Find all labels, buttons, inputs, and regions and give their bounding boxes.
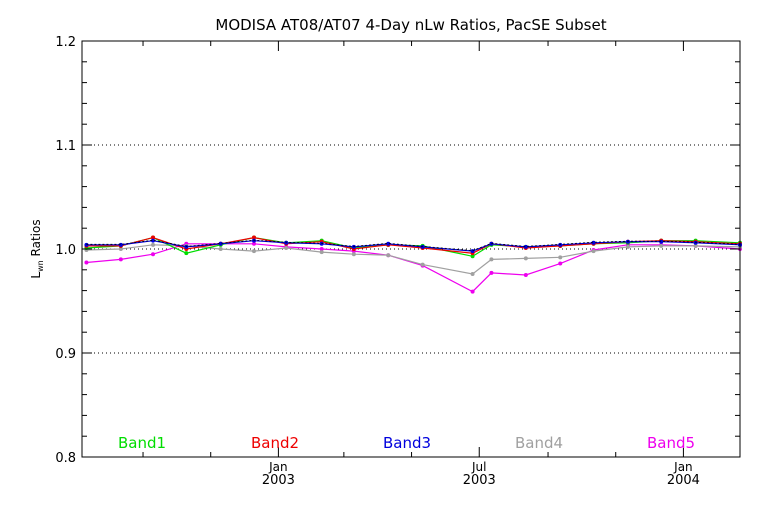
legend-entry-band5: Band5 [647, 434, 695, 452]
data-point-band2 [251, 235, 256, 240]
reference-trace [86, 239, 741, 252]
legend-entry-band2: Band2 [251, 434, 299, 452]
data-point-band4 [625, 244, 630, 249]
x-tick-label-month: Jan [268, 460, 288, 474]
data-point-band4 [470, 271, 475, 276]
data-point-band5 [118, 257, 123, 262]
data-point-band3 [351, 244, 356, 249]
y-axis-label-subscript: wn [36, 260, 45, 272]
data-point-band4 [284, 245, 289, 250]
grid-lines [82, 144, 740, 354]
data-point-band5 [489, 270, 494, 275]
y-tick-label: 1.2 [55, 35, 76, 50]
y-axis-label-main: L [29, 272, 43, 279]
data-point-band5 [523, 273, 528, 277]
data-point-band4 [151, 242, 156, 247]
data-point-band4 [118, 247, 123, 251]
data-point-band3 [523, 244, 528, 249]
data-point-band5 [558, 261, 563, 266]
x-tick-label-year: 2003 [262, 473, 295, 488]
series-layer [84, 235, 742, 294]
data-point-band4 [218, 247, 223, 251]
y-tick-label: 1.0 [55, 243, 76, 258]
data-point-band1 [470, 254, 475, 259]
data-point-band5 [470, 289, 475, 294]
y-tick-label: 1.1 [55, 139, 76, 154]
data-point-band4 [351, 252, 356, 257]
x-tick-label-month: Jul [471, 460, 486, 474]
data-point-band3 [319, 241, 324, 246]
x-tick-label-year: 2004 [667, 473, 700, 488]
data-point-band4 [558, 255, 563, 260]
y-axis-label-rest: Ratios [29, 219, 43, 260]
data-point-band3 [693, 240, 698, 245]
data-point-band3 [184, 244, 189, 249]
data-point-band4 [693, 243, 698, 248]
data-point-band3 [84, 242, 89, 247]
data-point-band5 [151, 252, 156, 257]
data-point-band5 [251, 241, 256, 246]
series-line-band5 [86, 243, 741, 293]
data-point-band2 [151, 235, 156, 240]
chart-title: MODISA AT08/AT07 4-Day nLw Ratios, PacSE… [215, 16, 606, 34]
data-point-band3 [386, 241, 391, 246]
x-tick-label-month: Jan [673, 460, 693, 474]
x-tick-label-year: 2003 [463, 473, 496, 488]
y-tick-label: 0.9 [55, 347, 76, 362]
data-point-band4 [523, 256, 528, 261]
y-tick-label: 0.8 [55, 451, 76, 466]
data-point-band4 [591, 249, 596, 254]
data-point-band4 [659, 243, 664, 248]
data-point-band1 [184, 251, 189, 256]
data-point-band3 [251, 238, 256, 243]
data-point-band4 [251, 249, 256, 254]
legend-entry-band4: Band4 [515, 434, 563, 452]
data-point-band4 [489, 257, 494, 262]
data-point-band5 [319, 247, 324, 251]
legend-entry-band1: Band1 [118, 434, 166, 452]
data-point-band5 [84, 260, 89, 265]
data-point-band3 [420, 244, 425, 249]
y-axis-label: Lwn Ratios [29, 219, 45, 278]
legend: Band1 Band2 Band3 Band4 Band5 [118, 434, 695, 452]
legend-entry-band3: Band3 [383, 434, 431, 452]
data-point-band4 [386, 253, 391, 258]
data-point-band3 [489, 241, 494, 246]
data-point-band3 [625, 239, 630, 244]
data-point-band4 [319, 250, 324, 255]
data-point-band3 [591, 240, 596, 245]
data-point-band4 [420, 262, 425, 267]
data-point-band3 [558, 242, 563, 247]
data-point-band3 [118, 242, 123, 247]
data-point-band3 [218, 241, 223, 246]
series-line-band3 [86, 240, 741, 252]
data-point-band3 [284, 240, 289, 245]
data-point-band3 [659, 239, 664, 244]
data-point-band3 [151, 238, 156, 243]
